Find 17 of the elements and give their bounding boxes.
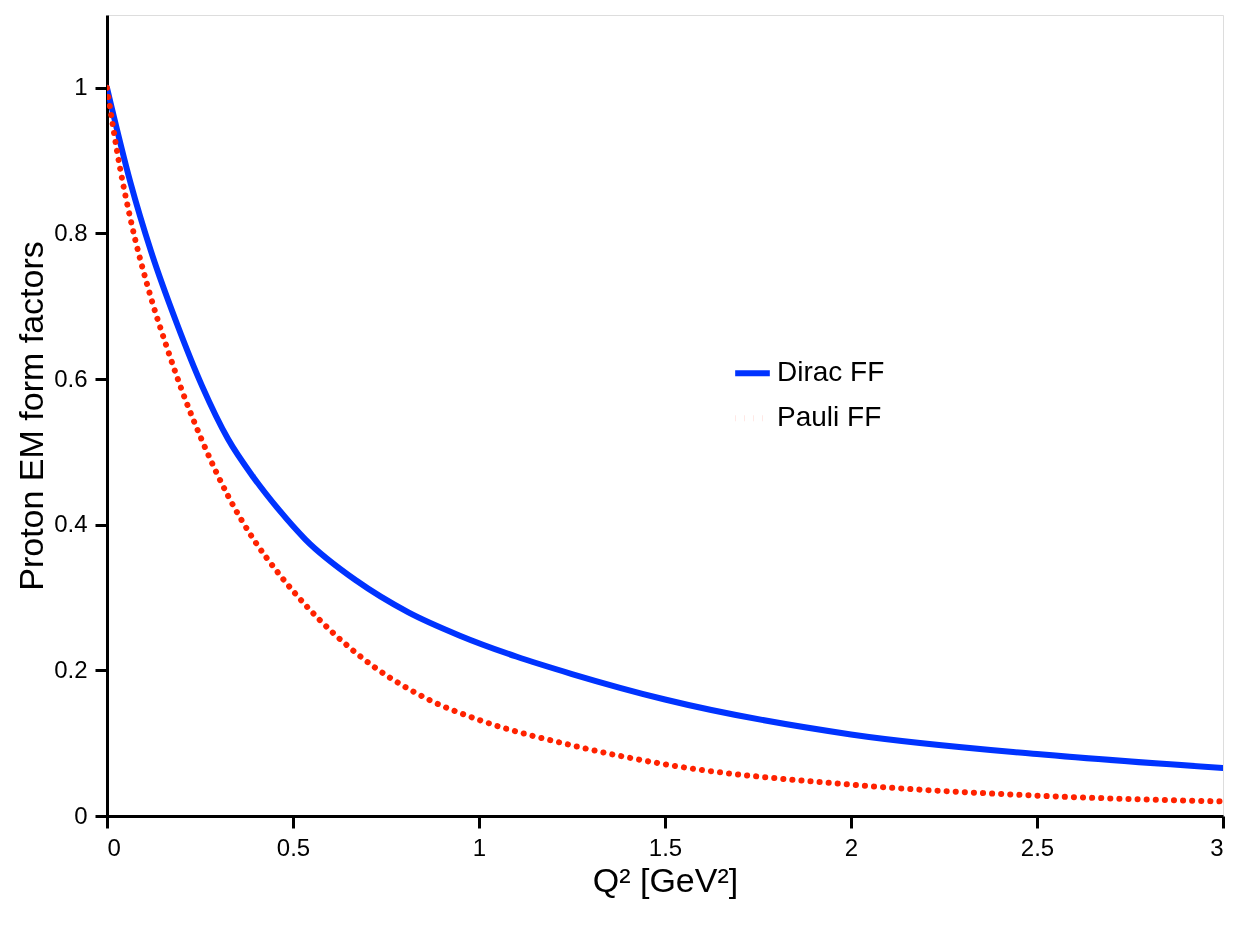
y-tick-label: 0.8 [54, 218, 88, 246]
x-tick-label: 0.5 [276, 833, 311, 861]
x-axis-title: Q² [GeV²] [592, 860, 739, 899]
legend-label: Dirac FF [777, 356, 885, 388]
x-tick-label: 0 [107, 833, 121, 861]
y-axis-title: Proton EM form factors [12, 241, 51, 591]
y-tick-label: 0.4 [54, 510, 88, 538]
x-tick-label: 2.5 [1020, 833, 1055, 861]
y-tick-label: 0.6 [54, 364, 88, 392]
y-tick-label: 0 [74, 801, 88, 829]
x-tick-label: 1 [472, 833, 487, 861]
legend-label: Pauli FF [777, 401, 882, 433]
y-tick-label: 0.2 [54, 655, 88, 683]
x-tick-label: 3 [1210, 833, 1224, 861]
x-tick-label: 1.5 [648, 833, 683, 861]
x-tick-label: 2 [844, 833, 859, 861]
y-tick-label: 1 [74, 73, 88, 101]
